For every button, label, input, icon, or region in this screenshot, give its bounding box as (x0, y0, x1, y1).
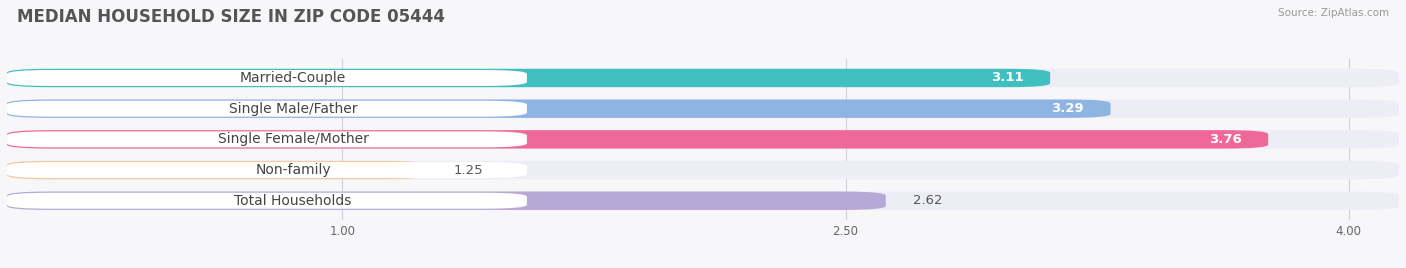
Text: Married-Couple: Married-Couple (240, 71, 346, 85)
FancyBboxPatch shape (7, 69, 1399, 87)
Text: 1.25: 1.25 (453, 163, 482, 177)
Text: Single Female/Mother: Single Female/Mother (218, 132, 368, 146)
FancyBboxPatch shape (7, 161, 1399, 179)
Text: 2.62: 2.62 (912, 194, 942, 207)
Text: Source: ZipAtlas.com: Source: ZipAtlas.com (1278, 8, 1389, 18)
Text: Single Male/Father: Single Male/Father (229, 102, 357, 116)
FancyBboxPatch shape (7, 130, 1399, 148)
FancyBboxPatch shape (7, 69, 1050, 87)
Text: Non-family: Non-family (254, 163, 330, 177)
FancyBboxPatch shape (7, 131, 527, 147)
Text: 3.11: 3.11 (991, 72, 1024, 84)
FancyBboxPatch shape (7, 101, 527, 117)
FancyBboxPatch shape (7, 130, 1268, 148)
Text: 3.76: 3.76 (1209, 133, 1241, 146)
FancyBboxPatch shape (7, 99, 1111, 118)
FancyBboxPatch shape (7, 193, 527, 209)
FancyBboxPatch shape (7, 99, 1399, 118)
Text: Total Households: Total Households (235, 194, 352, 208)
FancyBboxPatch shape (7, 70, 527, 86)
FancyBboxPatch shape (7, 192, 886, 210)
FancyBboxPatch shape (7, 192, 1399, 210)
Text: 3.29: 3.29 (1052, 102, 1084, 115)
FancyBboxPatch shape (7, 161, 426, 179)
FancyBboxPatch shape (7, 162, 527, 178)
Text: MEDIAN HOUSEHOLD SIZE IN ZIP CODE 05444: MEDIAN HOUSEHOLD SIZE IN ZIP CODE 05444 (17, 8, 444, 26)
